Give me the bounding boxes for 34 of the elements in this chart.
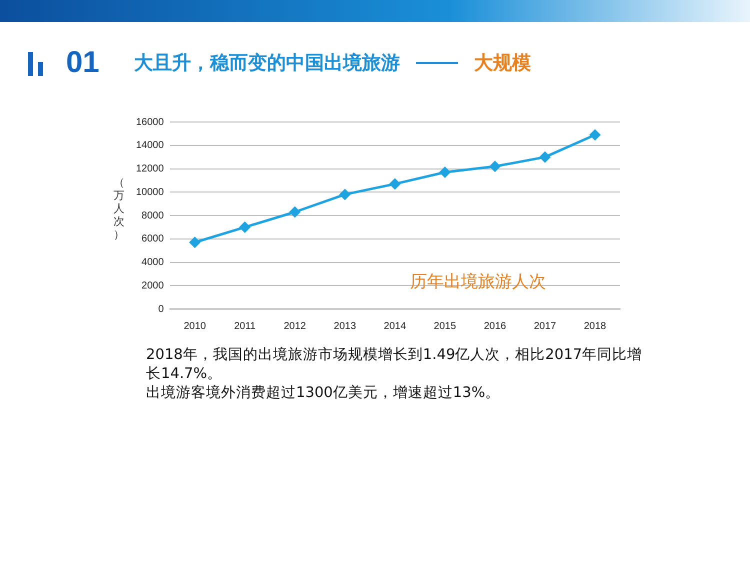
x-tick-label: 2011 bbox=[234, 320, 256, 332]
point bbox=[440, 167, 450, 178]
y-axis-title: （万人次） bbox=[112, 176, 126, 241]
chart-title: 大且升，稳而变的中国出境旅游 bbox=[134, 51, 400, 76]
point bbox=[290, 206, 300, 218]
x-tick-label: 2018 bbox=[584, 320, 607, 332]
point bbox=[590, 130, 600, 140]
x-tick-label: 2015 bbox=[434, 320, 456, 332]
point bbox=[540, 152, 550, 162]
y-tick-label: 16000 bbox=[136, 116, 164, 128]
point bbox=[340, 189, 350, 200]
x-tick-label: 2010 bbox=[184, 320, 206, 332]
y-tick-label: 14000 bbox=[136, 140, 164, 152]
y-tick-label: 12000 bbox=[136, 164, 164, 174]
x-tick-label: 2017 bbox=[534, 320, 557, 332]
text: 2018年，我国的出境旅游市场规模增长到1.49亿人次，相比2017年同比增长14.7%。 bbox=[146, 346, 644, 384]
x-tick-label: 2012 bbox=[284, 320, 306, 332]
y-tick-label: 0 bbox=[158, 304, 164, 315]
y-tick-label: 2000 bbox=[142, 280, 164, 292]
point bbox=[240, 222, 250, 232]
x-tick-label: 2013 bbox=[334, 320, 356, 332]
point bbox=[190, 237, 200, 248]
point bbox=[490, 161, 500, 172]
y-tick-label: 4000 bbox=[142, 257, 164, 268]
point bbox=[390, 178, 400, 190]
chart-subtitle: 大规模 bbox=[474, 51, 531, 76]
y-tick-label: 6000 bbox=[142, 234, 164, 245]
text: 01 bbox=[66, 46, 100, 80]
x-tick-label: 2016 bbox=[484, 320, 507, 332]
annotation: 历年出境旅游人次 bbox=[410, 272, 546, 292]
y-tick-label: 10000 bbox=[136, 186, 164, 198]
x-tick-label: 2014 bbox=[384, 320, 406, 332]
y-tick-label: 8000 bbox=[142, 210, 164, 222]
text: 出境游客境外消费超过1300亿美元，增速超过13%。 bbox=[146, 384, 502, 403]
